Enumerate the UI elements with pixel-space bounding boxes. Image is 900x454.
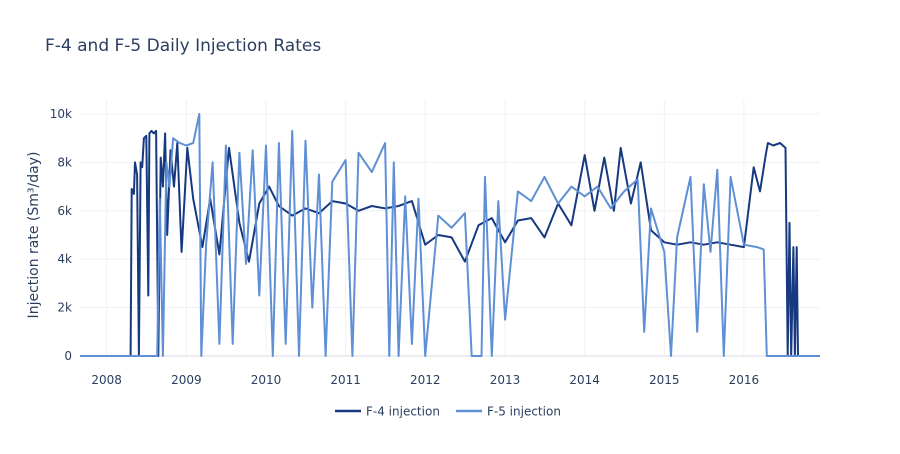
series-layer [80,113,820,357]
y-axis-ticks: 0 2k 4k 6k 8k 10k [50,107,72,363]
x-tick-label: 2008 [91,373,122,387]
y-tick-label: 10k [50,107,72,121]
legend-label: F-4 injection [366,405,440,419]
x-tick-label: 2015 [649,373,680,387]
legend-label: F-5 injection [487,405,561,419]
y-tick-label: 8k [57,155,72,169]
plot-area [80,113,820,357]
series-line-f5-injection[interactable] [80,113,820,357]
y-tick-label: 6k [57,204,72,218]
x-tick-label: 2011 [330,373,361,387]
legend-item-f5-injection[interactable]: F-5 injection [456,405,561,419]
y-tick-label: 2k [57,301,72,315]
y-tick-label: 0 [64,349,72,363]
y-axis-title: Injection rate (Sm³/day) [26,152,42,319]
legend[interactable]: F-4 injection F-5 injection [335,405,561,419]
y-tick-label: 4k [57,252,72,266]
x-tick-label: 2012 [410,373,441,387]
chart-title: F-4 and F-5 Daily Injection Rates [45,36,321,56]
x-tick-label: 2009 [171,373,202,387]
x-tick-label: 2013 [490,373,521,387]
legend-item-f4-injection[interactable]: F-4 injection [335,405,440,419]
x-tick-label: 2014 [569,373,600,387]
x-tick-label: 2010 [251,373,282,387]
x-axis-ticks: 2008 2009 2010 2011 2012 2013 2014 2015 2016 [91,373,759,387]
x-tick-label: 2016 [729,373,760,387]
